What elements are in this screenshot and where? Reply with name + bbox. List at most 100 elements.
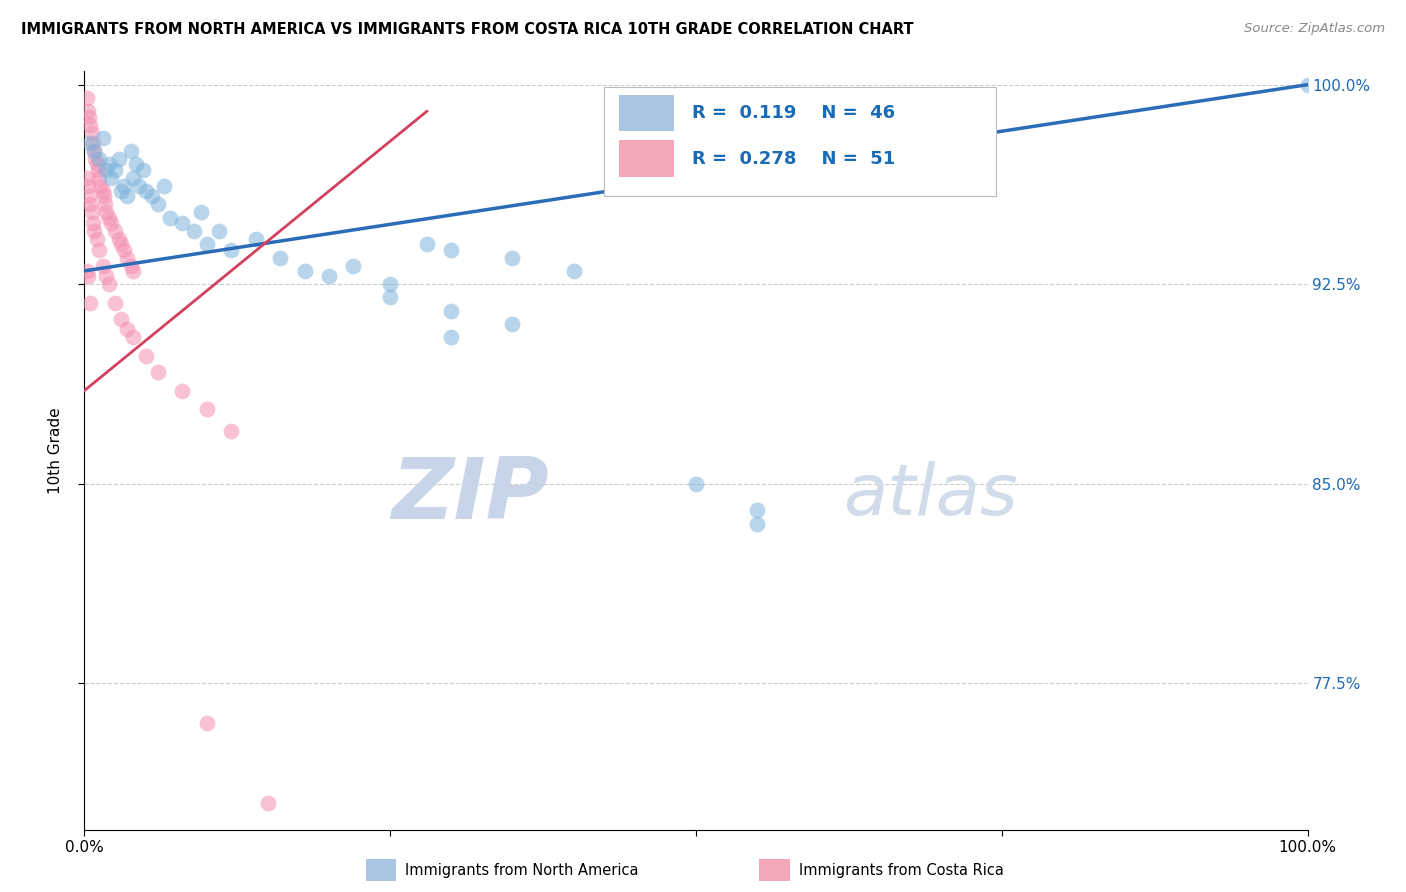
Text: Source: ZipAtlas.com: Source: ZipAtlas.com [1244,22,1385,36]
Point [87,162,110,177]
Point [112,243,135,257]
Point [79,295,101,310]
Point [146,197,169,211]
Point [380,291,402,305]
Point [122,170,145,185]
Point [107,232,129,246]
Point [77,104,100,119]
Point [195,402,218,417]
Text: atlas: atlas [842,461,1018,531]
Point [97,157,120,171]
Point [257,796,280,810]
Point [96,205,118,219]
Point [80,205,103,219]
Point [77,178,100,193]
Point [79,136,101,151]
Point [502,251,524,265]
Point [195,237,218,252]
Point [318,269,340,284]
Text: IMMIGRANTS FROM NORTH AMERICA VS IMMIGRANTS FROM COSTA RICA 10TH GRADE CORRELATI: IMMIGRANTS FROM NORTH AMERICA VS IMMIGRA… [21,22,914,37]
Point [141,189,163,203]
Point [110,237,132,252]
Point [115,189,138,203]
Point [747,516,769,531]
Point [562,264,585,278]
Point [685,476,707,491]
Point [125,157,148,171]
Point [104,224,127,238]
Point [82,216,104,230]
Point [342,259,364,273]
Point [159,211,181,225]
Point [122,330,145,344]
Point [87,152,110,166]
Point [208,224,231,238]
Point [128,178,150,193]
Point [96,162,118,177]
Point [132,162,155,177]
Point [122,264,145,278]
Point [91,184,114,198]
Point [83,144,105,158]
Point [219,424,242,438]
Point [172,384,194,398]
Point [195,716,218,731]
Point [115,322,138,336]
Point [80,126,103,140]
Point [84,152,107,166]
Point [219,243,242,257]
Point [294,264,316,278]
Point [91,131,114,145]
Point [86,157,108,171]
Point [440,243,463,257]
Point [1296,78,1319,92]
Point [104,295,127,310]
Point [502,317,524,331]
Point [440,330,463,344]
FancyBboxPatch shape [619,140,673,177]
Point [97,211,120,225]
Text: R =  0.278    N =  51: R = 0.278 N = 51 [692,150,896,168]
Point [269,251,291,265]
Point [104,162,127,177]
Point [96,269,118,284]
Point [77,189,100,203]
Point [112,178,135,193]
Text: Immigrants from North America: Immigrants from North America [405,863,638,878]
Point [135,184,157,198]
Point [110,184,132,198]
Point [146,365,169,379]
Point [107,152,129,166]
Point [83,144,105,158]
Point [79,197,101,211]
Point [91,259,114,273]
Point [83,224,105,238]
Point [135,349,157,363]
Point [115,251,138,265]
Point [87,243,110,257]
Point [89,178,111,193]
Point [94,197,117,211]
Point [86,232,108,246]
FancyBboxPatch shape [619,95,673,131]
Point [97,277,120,292]
Point [100,216,122,230]
Point [87,170,110,185]
Point [76,170,98,185]
Point [747,503,769,517]
Point [190,205,212,219]
Point [172,216,194,230]
Point [77,110,100,124]
Point [380,277,402,292]
Point [120,259,142,273]
Point [440,303,463,318]
Text: R =  0.119    N =  46: R = 0.119 N = 46 [692,104,896,122]
Text: Immigrants from Costa Rica: Immigrants from Costa Rica [799,863,1004,878]
FancyBboxPatch shape [605,87,995,196]
Point [245,232,267,246]
Point [120,144,142,158]
Point [82,136,104,151]
Y-axis label: 10th Grade: 10th Grade [48,407,63,494]
Point [76,264,98,278]
Point [153,178,176,193]
